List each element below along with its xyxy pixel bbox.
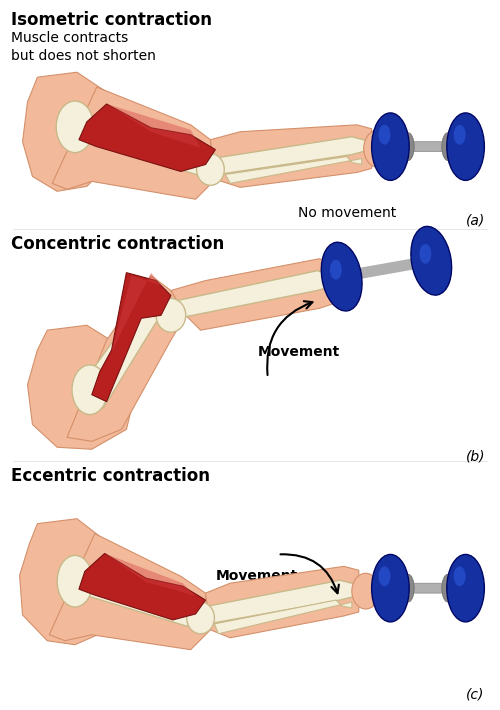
Ellipse shape [378,567,390,586]
Ellipse shape [454,125,466,145]
FancyBboxPatch shape [400,142,456,152]
Text: (c): (c) [466,687,484,701]
Ellipse shape [72,365,108,415]
Ellipse shape [196,153,224,185]
Polygon shape [87,293,176,412]
Ellipse shape [156,298,186,332]
Ellipse shape [364,130,394,168]
Text: (a): (a) [466,213,485,227]
Polygon shape [210,125,372,187]
Ellipse shape [447,113,484,180]
Text: Movement: Movement [258,345,340,359]
Polygon shape [28,325,136,449]
Ellipse shape [402,133,414,160]
Ellipse shape [57,555,93,607]
Text: Concentric contraction: Concentric contraction [10,235,224,253]
Ellipse shape [442,133,454,160]
Text: Muscle contracts
but does not shorten: Muscle contracts but does not shorten [10,31,156,63]
Polygon shape [22,72,116,191]
Polygon shape [214,600,352,634]
Polygon shape [171,258,334,330]
Ellipse shape [372,555,409,622]
Ellipse shape [186,602,214,634]
Ellipse shape [454,567,466,586]
Polygon shape [69,565,205,628]
Ellipse shape [411,226,452,295]
Polygon shape [92,273,171,402]
Text: Eccentric contraction: Eccentric contraction [10,467,209,485]
Ellipse shape [420,244,432,264]
Text: No movement: No movement [298,206,396,220]
Ellipse shape [330,260,342,280]
FancyArrowPatch shape [280,555,339,593]
Polygon shape [69,114,216,175]
Polygon shape [208,580,356,624]
Polygon shape [20,519,118,645]
Ellipse shape [352,573,380,609]
Ellipse shape [372,113,409,180]
Polygon shape [104,553,196,596]
Text: (b): (b) [466,449,485,463]
Polygon shape [112,273,161,352]
Text: Movement: Movement [216,569,298,583]
FancyBboxPatch shape [400,583,456,593]
Polygon shape [79,104,216,171]
Polygon shape [178,271,331,318]
Ellipse shape [322,242,362,311]
Ellipse shape [56,101,94,153]
Ellipse shape [378,125,390,145]
Polygon shape [106,104,200,148]
Polygon shape [226,157,362,183]
Polygon shape [218,137,366,175]
Text: Isometric contraction: Isometric contraction [10,11,211,28]
Polygon shape [52,87,216,200]
Ellipse shape [442,574,454,602]
Polygon shape [50,534,210,650]
Polygon shape [206,567,359,638]
Ellipse shape [447,555,484,622]
Ellipse shape [402,574,414,602]
Ellipse shape [327,266,355,302]
FancyArrowPatch shape [267,301,312,375]
Polygon shape [79,553,206,620]
Polygon shape [67,275,186,442]
